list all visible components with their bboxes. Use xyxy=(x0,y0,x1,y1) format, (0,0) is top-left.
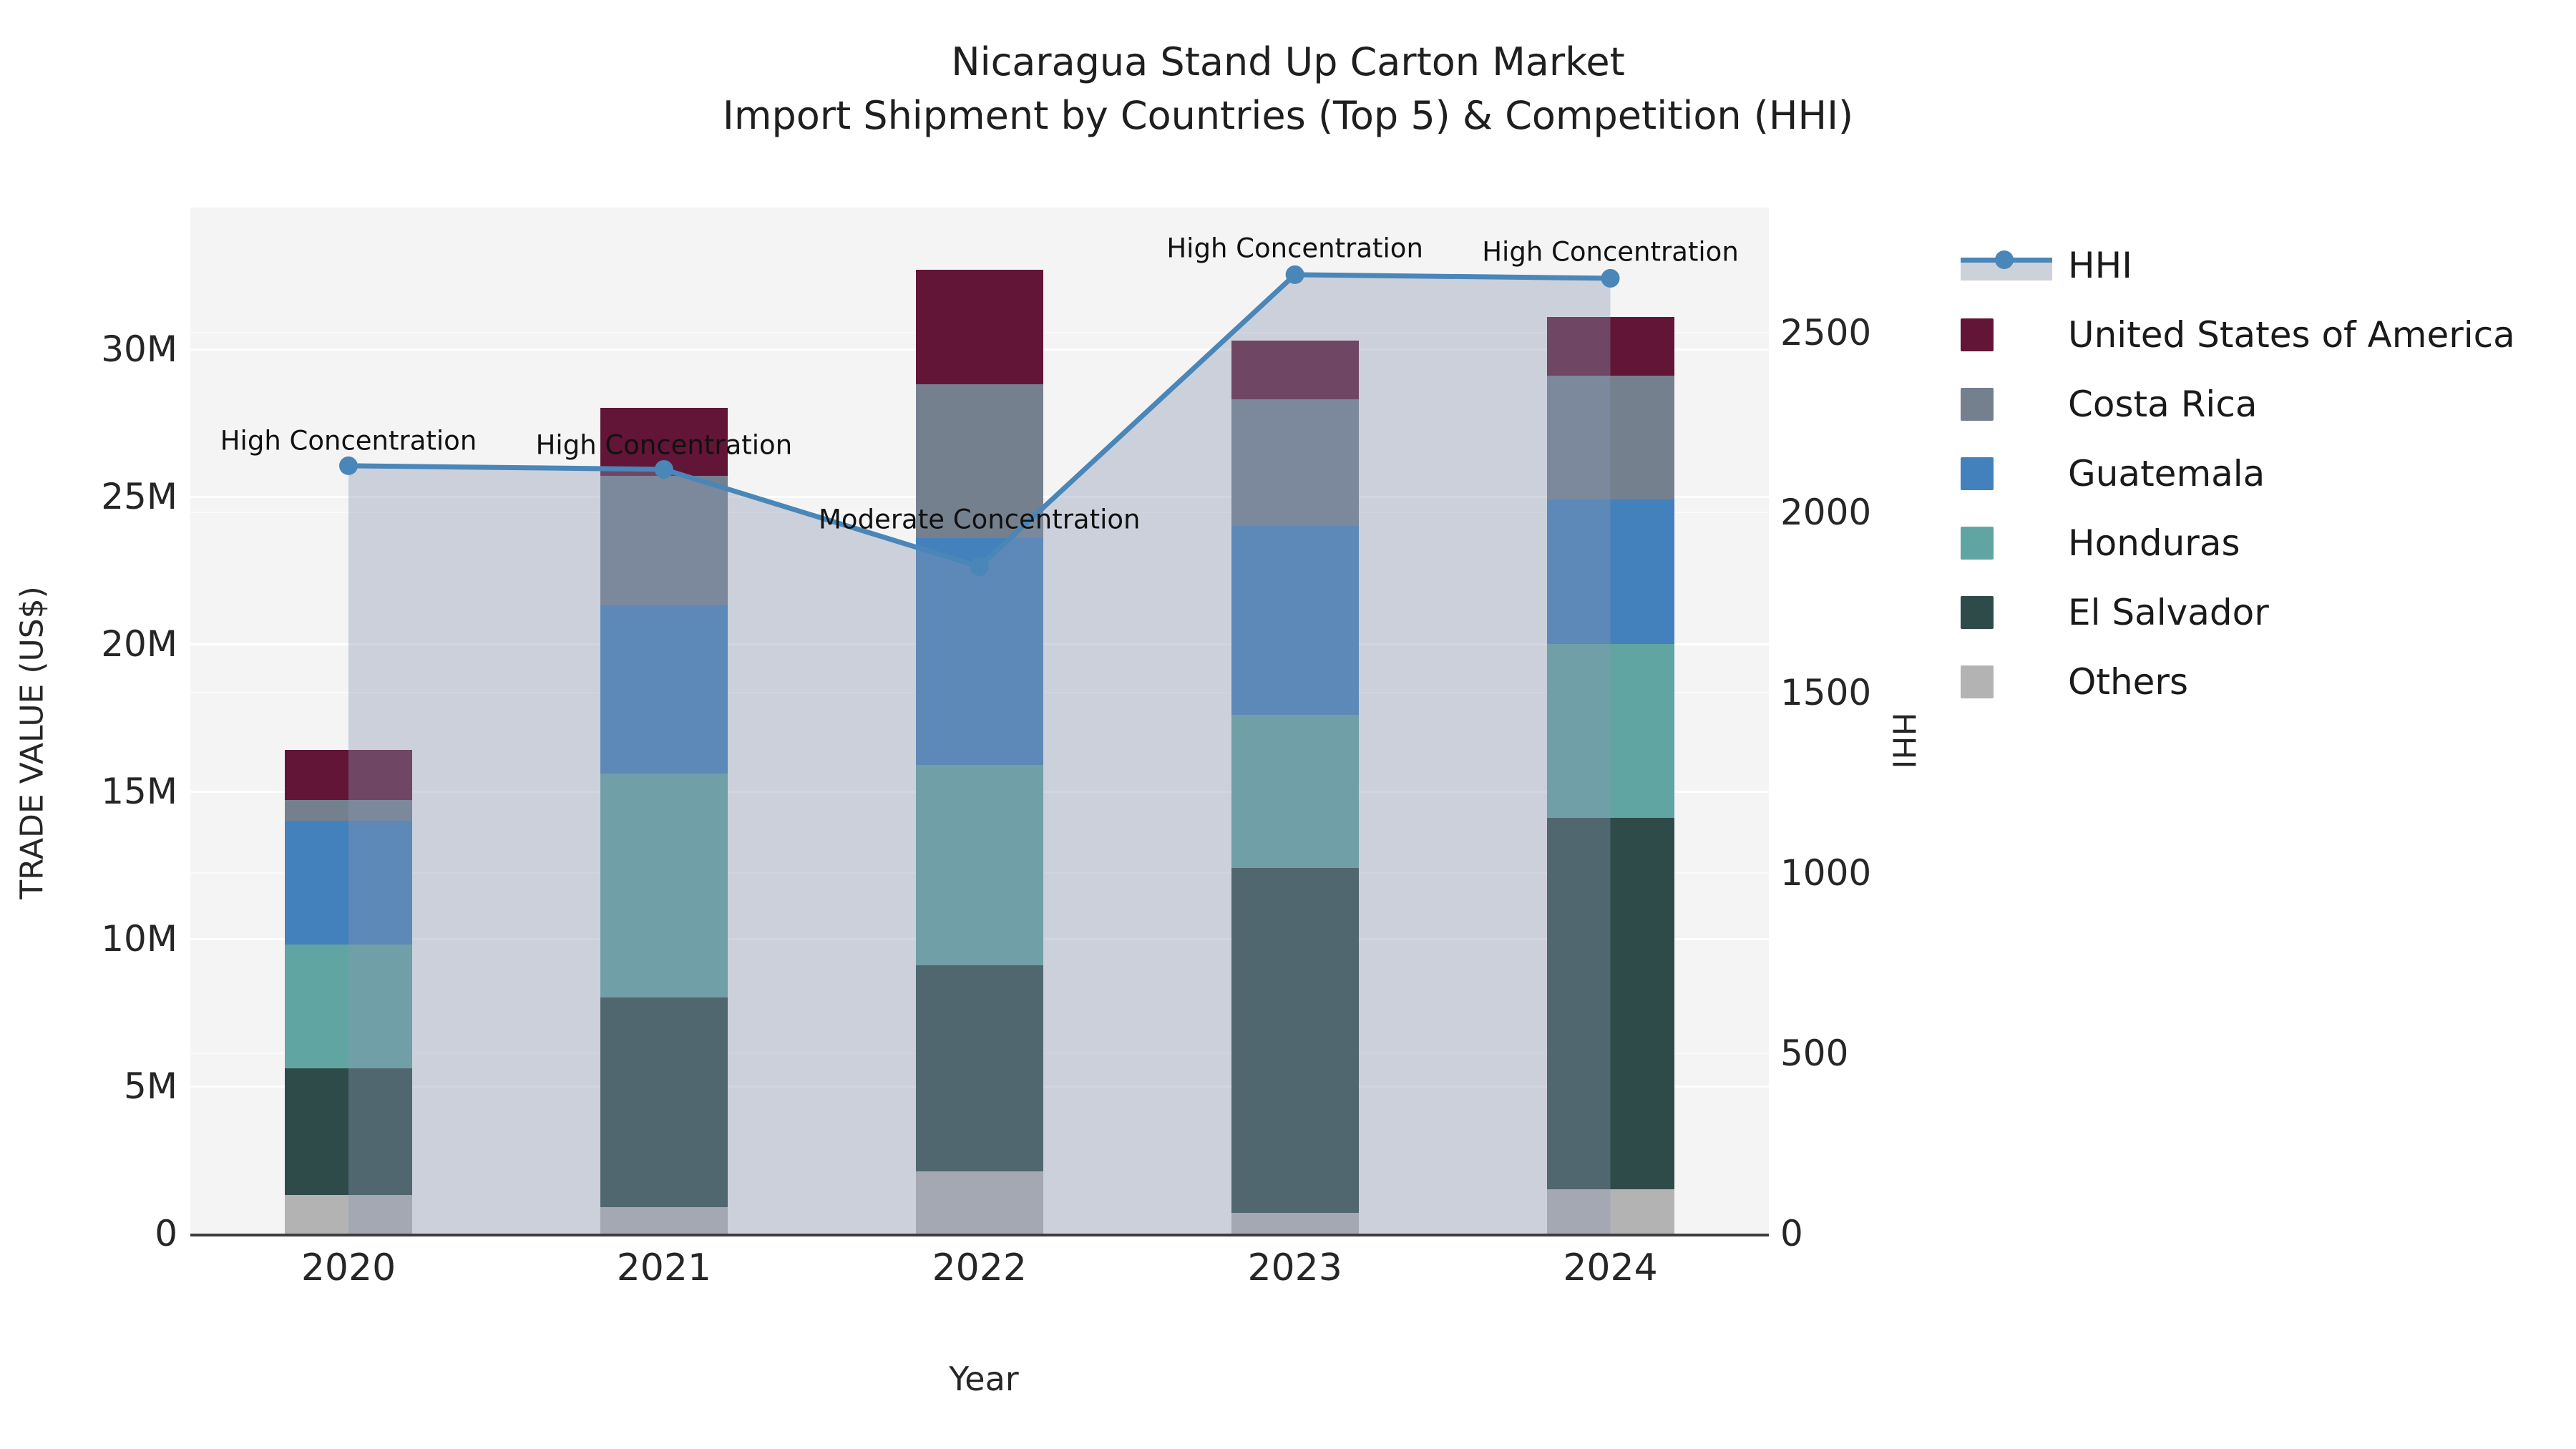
annotation-2023: High Concentration xyxy=(1166,233,1423,264)
bar-segment-2020-costa-rica xyxy=(285,800,412,821)
bar-segment-2022-costa-rica xyxy=(915,384,1043,538)
y-right-tick-0: 0 xyxy=(1780,1213,1803,1254)
hhi-marker-2020 xyxy=(339,456,358,475)
bar-segment-2024-el-salvador xyxy=(1546,818,1674,1190)
bar-segment-2023-guatemala xyxy=(1231,526,1359,715)
x-axis-title: Year xyxy=(949,1360,1019,1398)
bar-segment-2021-guatemala xyxy=(600,605,728,774)
x-tick-2021: 2021 xyxy=(616,1246,712,1289)
y-left-tick-30M: 30M xyxy=(101,328,177,370)
legend-hhi-line-icon xyxy=(1961,246,2052,285)
y-left-tick-5M: 5M xyxy=(124,1065,177,1107)
bar-segment-2022-honduras xyxy=(915,764,1043,966)
y-left-tick-25M: 25M xyxy=(101,476,177,517)
x-axis-line xyxy=(190,1234,1769,1236)
legend-label-guatemala: Guatemala xyxy=(2068,452,2265,494)
bar-segment-2021-el-salvador xyxy=(600,997,728,1207)
bar-segment-2024-united-states-of-america xyxy=(1546,316,1674,376)
bar-segment-2020-honduras xyxy=(285,945,412,1069)
y-left-tick-10M: 10M xyxy=(101,918,177,960)
hhi-marker-2022 xyxy=(970,557,989,576)
annotation-2021: High Concentration xyxy=(535,429,793,461)
y-right-tick-2500: 2500 xyxy=(1780,311,1872,353)
bar-segment-2023-honduras xyxy=(1231,714,1359,869)
chart-title-line1: Nicaragua Stand Up Carton Market xyxy=(951,39,1625,84)
legend-label-usa: United States of America xyxy=(2068,313,2515,356)
legend-swatch-el_salvador xyxy=(1961,595,1994,629)
bar-segment-2020-united-states-of-america xyxy=(285,750,412,801)
bar-segment-2023-united-states-of-america xyxy=(1231,340,1359,400)
legend-swatch-costa_rica xyxy=(1961,387,1994,421)
y-right-tick-500: 500 xyxy=(1780,1033,1849,1075)
annotation-2024: High Concentration xyxy=(1482,236,1739,268)
y-left-tick-15M: 15M xyxy=(101,771,177,812)
y-left-tick-20M: 20M xyxy=(101,623,177,665)
annotation-2020: High Concentration xyxy=(220,425,477,457)
hhi-markers xyxy=(339,265,1620,576)
y-right-tick-1500: 1500 xyxy=(1780,672,1872,714)
y-right-tick-2000: 2000 xyxy=(1780,492,1872,534)
bar-segment-2020-others xyxy=(285,1195,412,1234)
legend-hhi-marker-dot xyxy=(1995,250,2014,269)
bar-segment-2024-costa-rica xyxy=(1546,376,1674,500)
bar-segment-2023-costa-rica xyxy=(1231,399,1359,527)
bar-segment-2023-el-salvador xyxy=(1231,868,1359,1214)
bar-segment-2022-united-states-of-america xyxy=(915,269,1043,385)
legend-label-hhi: HHI xyxy=(2068,244,2132,286)
legend-label-honduras: Honduras xyxy=(2068,522,2240,564)
legend-swatch-honduras xyxy=(1961,526,1994,560)
x-tick-2022: 2022 xyxy=(932,1246,1027,1289)
annotation-2022: Moderate Concentration xyxy=(819,504,1141,535)
x-tick-2023: 2023 xyxy=(1247,1246,1342,1289)
bar-segment-2024-guatemala xyxy=(1546,499,1674,644)
x-tick-2020: 2020 xyxy=(301,1246,396,1289)
legend-label-el_salvador: El Salvador xyxy=(2068,591,2269,633)
bar-segment-2021-honduras xyxy=(600,774,728,998)
hhi-area-fill xyxy=(348,274,1611,1234)
hhi-marker-2021 xyxy=(654,459,673,479)
y-right-tick-1000: 1000 xyxy=(1780,852,1872,894)
bar-segment-2023-others xyxy=(1231,1213,1359,1234)
hhi-marker-2024 xyxy=(1601,268,1620,288)
bar-segment-2022-others xyxy=(915,1171,1043,1234)
bar-segment-2022-el-salvador xyxy=(915,965,1043,1172)
x-tick-2024: 2024 xyxy=(1563,1246,1658,1289)
bar-segment-2021-costa-rica xyxy=(600,476,728,606)
legend-swatch-usa xyxy=(1961,318,1994,351)
bar-segment-2024-others xyxy=(1546,1189,1674,1234)
legend-swatch-guatemala xyxy=(1961,457,1994,490)
legend-swatch-others xyxy=(1961,665,1994,698)
hhi-marker-2023 xyxy=(1285,265,1304,284)
bar-segment-2020-el-salvador xyxy=(285,1068,412,1196)
bar-segment-2020-guatemala xyxy=(285,821,412,945)
y-left-tick-0: 0 xyxy=(155,1213,177,1254)
chart-title-line2: Import Shipment by Countries (Top 5) & C… xyxy=(722,93,1854,138)
bar-segment-2024-honduras xyxy=(1546,644,1674,819)
legend-label-others: Others xyxy=(2068,660,2189,703)
legend-label-costa_rica: Costa Rica xyxy=(2068,383,2258,425)
bar-segment-2021-others xyxy=(600,1206,728,1234)
